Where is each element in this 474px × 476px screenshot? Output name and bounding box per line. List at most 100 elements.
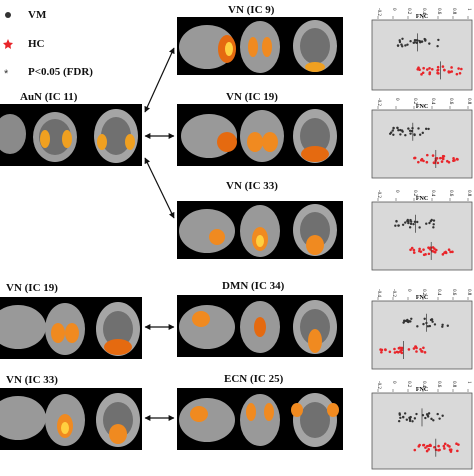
fnc-tick-label: -0.2 (376, 381, 381, 389)
vm-point (428, 42, 431, 45)
hc-point (458, 71, 462, 75)
fnc-tick-label: 0 (391, 381, 396, 384)
vm-point (395, 220, 398, 223)
hc-point (422, 443, 426, 447)
fnc-tick-label: 0.2 (406, 8, 411, 15)
vm-point (398, 40, 402, 44)
vm-point (415, 41, 419, 45)
fnc-panel: -0.4 -0.2 0 0.2 0.4 0.6 0.8 FNC (370, 283, 474, 371)
hc-point (452, 156, 455, 160)
brain-image-ecn25 (177, 388, 343, 450)
hc-point (433, 445, 436, 449)
vm-point (403, 319, 406, 322)
vm-point (422, 322, 425, 326)
hc-point (380, 350, 383, 354)
brain-image-vn9 (177, 17, 343, 75)
brain-image-aun11 (0, 104, 142, 166)
vm-point (401, 37, 404, 41)
hc-point (417, 160, 420, 164)
hc-point (431, 154, 435, 157)
fnc-tick-label: 0.8 (466, 98, 471, 105)
vm-point (408, 129, 412, 132)
fnc-axis-title: FNC (416, 295, 428, 301)
vm-point (399, 133, 402, 136)
fnc-tick-label: -0.2 (376, 8, 381, 16)
hc-point (441, 65, 445, 68)
vm-point (412, 41, 415, 45)
fnc-plot: -0.2 0 0.2 0.4 0.6 0.8 1 FNC (371, 8, 473, 91)
panel-title-vn19-top: VN (IC 19) (226, 91, 278, 103)
vm-point (424, 416, 427, 420)
vm-point (418, 226, 421, 229)
fnc-tick-label: -0.2 (391, 289, 396, 297)
hc-point (423, 351, 427, 354)
hc-point (427, 252, 431, 256)
vm-point (397, 224, 400, 227)
hc-point (415, 350, 418, 353)
hc-point (413, 156, 416, 160)
vm-point (436, 44, 439, 48)
panel-title-dmn34: DMN (IC 34) (222, 280, 285, 292)
svg-text:*: * (4, 68, 9, 79)
fnc-axis-title: FNC (416, 104, 428, 110)
hc-point (422, 346, 425, 350)
hc-point (418, 249, 421, 253)
vm-point (409, 222, 413, 226)
hc-point (460, 67, 463, 71)
vm-point (397, 128, 400, 132)
hc-point (409, 248, 412, 252)
hc-point (384, 348, 387, 351)
vm-point (400, 129, 404, 132)
vm-point (416, 325, 419, 328)
hc-point (443, 68, 446, 72)
vm-point (410, 129, 413, 133)
fnc-tick-label: -0.2 (376, 190, 381, 198)
vm-point (423, 317, 426, 320)
hc-point (429, 246, 433, 250)
fnc-tick-label: 0 (394, 190, 399, 193)
vm-point (415, 412, 418, 416)
legend-fdr: * P<0.05 (FDR) (0, 65, 93, 80)
hc-point (455, 157, 459, 161)
vm-point (424, 127, 428, 131)
vm-point (409, 218, 412, 222)
vm-point (406, 219, 409, 223)
vm-point (396, 44, 400, 48)
hc-point (425, 449, 429, 453)
fnc-panel: -0.2 0 0.2 0.4 0.6 0.8 FNC (370, 92, 474, 180)
vm-point (436, 412, 439, 416)
hc-point (449, 448, 453, 451)
hc-point (433, 250, 437, 254)
vm-point (432, 219, 436, 222)
legend-label: P<0.05 (FDR) (28, 66, 93, 78)
vm-point (403, 412, 407, 415)
hc-point (434, 248, 438, 252)
vm-point (414, 39, 418, 42)
panel-title-vn33-left: VN (IC 33) (6, 374, 58, 386)
vm-point (391, 129, 394, 132)
vm-point (426, 415, 430, 418)
panel-title-vn33-top: VN (IC 33) (226, 180, 278, 192)
hc-point (419, 347, 422, 351)
hc-point (456, 449, 459, 453)
fnc-tick-label: 0.6 (436, 381, 441, 388)
hc-point (446, 159, 449, 163)
hc-point (396, 350, 400, 354)
vm-point (404, 134, 407, 137)
fnc-plot: -0.2 0 0.2 0.4 0.6 0.8 FNC (371, 190, 473, 271)
hc-point (433, 247, 436, 250)
hc-point (420, 73, 423, 76)
hc-point (412, 251, 416, 254)
vm-point (430, 218, 433, 222)
fnc-plot-area (371, 392, 473, 470)
fnc-plot: -0.2 0 0.2 0.4 0.6 0.8 FNC (371, 98, 473, 179)
fnc-tick-label: 0.8 (451, 381, 456, 388)
vm-point (429, 318, 433, 322)
fnc-tick-label: 0.8 (451, 8, 456, 15)
vm-point (408, 419, 412, 423)
vm-point (398, 412, 401, 415)
hc-point (442, 444, 446, 448)
fnc-tick-label: 0.6 (436, 8, 441, 15)
fnc-tick-label: 0.6 (448, 98, 453, 105)
